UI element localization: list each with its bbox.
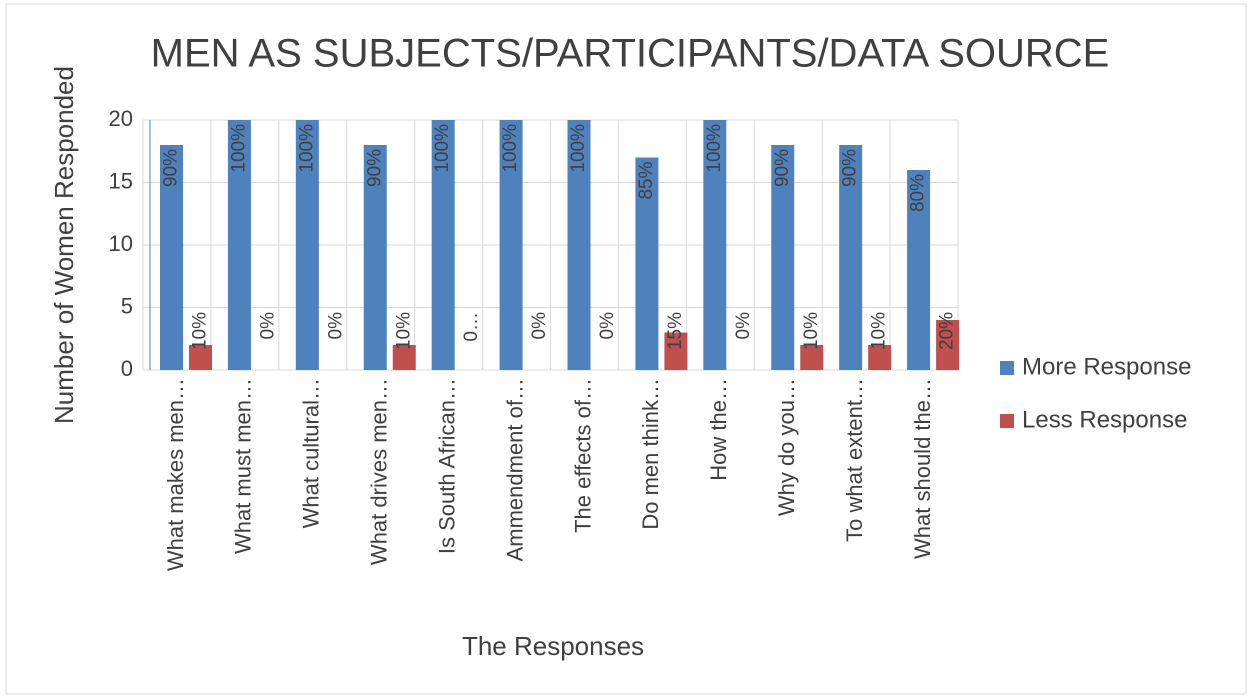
x-tick-label: What makes men… [163, 378, 188, 571]
x-tick-label: Do men think… [638, 378, 663, 530]
legend-label: More Response [1022, 353, 1191, 380]
bar [392, 345, 416, 370]
data-label: 80% [908, 174, 929, 212]
bar [839, 145, 863, 370]
x-tick-label: Is South African… [434, 378, 459, 554]
legend-swatch [1000, 414, 1014, 428]
chart-title: MEN AS SUBJECTS/PARTICIPANTS/DATA SOURCE [151, 32, 1110, 76]
data-label: 0% [529, 312, 550, 340]
data-label: 100% [296, 124, 317, 173]
data-label: 100% [500, 124, 521, 173]
y-tick-label: 20 [109, 106, 133, 131]
data-label: 90% [364, 149, 385, 187]
bar [664, 332, 688, 370]
data-label: 0% [325, 312, 346, 340]
bar [189, 345, 212, 370]
bar [771, 145, 795, 370]
data-label: 0… [461, 312, 482, 342]
x-tick-label: Ammendment of… [502, 378, 527, 561]
data-label: 85% [636, 161, 657, 199]
data-label: 0% [733, 312, 754, 340]
data-label: 100% [704, 124, 725, 173]
x-tick-label: How the… [706, 378, 731, 481]
data-label: 10% [190, 312, 211, 350]
bar [703, 120, 727, 370]
bar [800, 345, 824, 370]
x-axis-title: The Responses [462, 631, 644, 661]
bar [160, 145, 183, 370]
legend-swatch [1000, 361, 1014, 375]
bar [567, 120, 591, 370]
x-tick-label: To what extent… [842, 378, 867, 542]
legend-label: Less Response [1022, 406, 1187, 433]
x-tick-label: What must men… [231, 378, 256, 554]
data-label: 90% [840, 149, 861, 187]
x-tick-label: Why do you… [774, 378, 799, 516]
bar [227, 120, 251, 370]
y-tick-label: 0 [121, 356, 133, 381]
bar [635, 157, 659, 370]
data-label: 100% [228, 124, 249, 173]
data-label: 100% [568, 124, 589, 173]
data-label: 15% [665, 312, 686, 350]
bar [907, 170, 931, 370]
x-tick-label: What cultural… [299, 378, 324, 528]
data-label: 0% [257, 312, 278, 340]
chart-border [5, 3, 1247, 695]
x-tick-label: The effects of… [570, 378, 595, 533]
y-tick-label: 15 [109, 168, 133, 193]
data-label: 90% [772, 149, 793, 187]
data-label: 20% [937, 312, 958, 350]
bar [431, 120, 455, 370]
y-tick-label: 5 [121, 293, 133, 318]
data-label: 10% [801, 312, 822, 350]
y-tick-label: 10 [109, 231, 133, 256]
bar [295, 120, 319, 370]
bar [363, 145, 387, 370]
bar [499, 120, 523, 370]
data-label: 10% [869, 312, 890, 350]
data-label: 100% [432, 124, 453, 173]
data-label: 90% [161, 149, 182, 187]
x-tick-label: What drives men… [367, 378, 392, 565]
data-label: 0% [597, 312, 618, 340]
data-label: 10% [393, 312, 414, 350]
bar [936, 320, 960, 370]
x-tick-label: What should the… [910, 378, 935, 559]
y-axis-title: Number of Women Responded [49, 66, 79, 424]
bar [868, 345, 892, 370]
